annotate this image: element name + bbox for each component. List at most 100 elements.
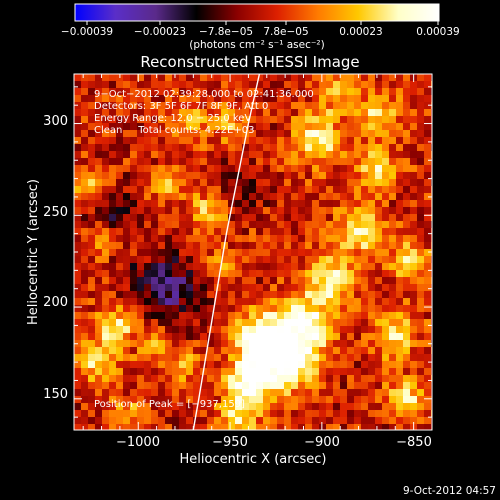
heatmap-cell [200, 165, 208, 173]
heatmap-cell [193, 137, 201, 145]
heatmap-cell [137, 333, 145, 341]
heatmap-cell [403, 340, 411, 348]
heatmap-cell [347, 207, 355, 215]
heatmap-cell [242, 228, 250, 236]
heatmap-cell [130, 130, 138, 138]
heatmap-cell [361, 88, 369, 96]
heatmap-cell [130, 165, 138, 173]
heatmap-cell [326, 375, 334, 383]
heatmap-cell [249, 207, 257, 215]
heatmap-cell [389, 137, 397, 145]
heatmap-cell [95, 319, 103, 327]
heatmap-cell [256, 298, 264, 306]
heatmap-cell [389, 312, 397, 320]
heatmap-cell [221, 158, 229, 166]
heatmap-cell [242, 193, 250, 201]
heatmap-cell [263, 207, 271, 215]
heatmap-cell [375, 109, 383, 117]
heatmap-cell [312, 277, 320, 285]
heatmap-cell [151, 116, 159, 124]
heatmap-cell [347, 410, 355, 418]
heatmap-cell [368, 130, 376, 138]
heatmap-cell [319, 326, 327, 334]
heatmap-cell [172, 249, 180, 257]
heatmap-cell [242, 137, 250, 145]
heatmap-cell [424, 214, 432, 222]
heatmap-cell [242, 417, 250, 425]
heatmap-cell [116, 221, 124, 229]
heatmap-cell [263, 123, 271, 131]
heatmap-cell [81, 221, 89, 229]
heatmap-cell [375, 424, 383, 430]
heatmap-cell [326, 151, 334, 159]
heatmap-cell [116, 305, 124, 313]
heatmap-cell [396, 200, 404, 208]
heatmap-cell [305, 123, 313, 131]
x-tick-label: −950 [212, 435, 248, 450]
colorbar: −0.00039 −0.00023 −7.8e−05 7.8e−05 0.000… [61, 3, 460, 51]
heatmap-cell [361, 158, 369, 166]
heatmap-cell [410, 277, 418, 285]
heatmap-cell [179, 242, 187, 250]
heatmap-cell [249, 410, 257, 418]
heatmap-cell [249, 424, 257, 430]
colorbar-tick-label: −0.00023 [134, 26, 186, 38]
heatmap-cell [242, 424, 250, 430]
heatmap-cell [123, 270, 131, 278]
heatmap-cell [284, 347, 292, 355]
heatmap-cell [382, 123, 390, 131]
heatmap-cell [396, 193, 404, 201]
heatmap-cell [179, 221, 187, 229]
heatmap-cell [410, 347, 418, 355]
heatmap-cell [361, 333, 369, 341]
heatmap-cell [130, 354, 138, 362]
heatmap-cell [95, 368, 103, 376]
heatmap-cell [165, 298, 173, 306]
heatmap-cell [214, 228, 222, 236]
heatmap-cell [326, 361, 334, 369]
heatmap-cell [298, 144, 306, 152]
heatmap-cell [74, 424, 82, 430]
heatmap-cell [263, 305, 271, 313]
heatmap-cell [270, 95, 278, 103]
heatmap-cell [417, 424, 425, 430]
heatmap-cell [207, 403, 215, 411]
heatmap-cell [417, 389, 425, 397]
heatmap-cell [403, 81, 411, 89]
heatmap-cell [109, 88, 117, 96]
heatmap-cell [312, 396, 320, 404]
heatmap-cell [333, 193, 341, 201]
heatmap-cell [207, 417, 215, 425]
heatmap-cell [95, 284, 103, 292]
heatmap-cell [123, 347, 131, 355]
heatmap-cell [424, 249, 432, 257]
heatmap-cell [88, 249, 96, 257]
heatmap-cell [319, 319, 327, 327]
heatmap-cell [270, 130, 278, 138]
heatmap-cell [312, 256, 320, 264]
heatmap-cell [109, 319, 117, 327]
heatmap-cell [396, 123, 404, 131]
heatmap-cell [235, 284, 243, 292]
heatmap-cell [158, 88, 166, 96]
heatmap-cell [403, 277, 411, 285]
heatmap-cell [354, 396, 362, 404]
heatmap-cell [74, 102, 82, 110]
heatmap-cell [354, 221, 362, 229]
heatmap-cell [249, 200, 257, 208]
heatmap-cell [151, 81, 159, 89]
heatmap-cell [81, 291, 89, 299]
heatmap-cell [263, 403, 271, 411]
heatmap-cell [291, 312, 299, 320]
heatmap-cell [186, 249, 194, 257]
heatmap-cell [235, 417, 243, 425]
heatmap-cell [95, 179, 103, 187]
heatmap-cell [95, 144, 103, 152]
heatmap-cell [172, 410, 180, 418]
heatmap-cell [179, 333, 187, 341]
heatmap-cell [102, 88, 110, 96]
heatmap-cell [396, 151, 404, 159]
heatmap-cell [333, 200, 341, 208]
heatmap-cell [298, 81, 306, 89]
heatmap-cell [256, 116, 264, 124]
